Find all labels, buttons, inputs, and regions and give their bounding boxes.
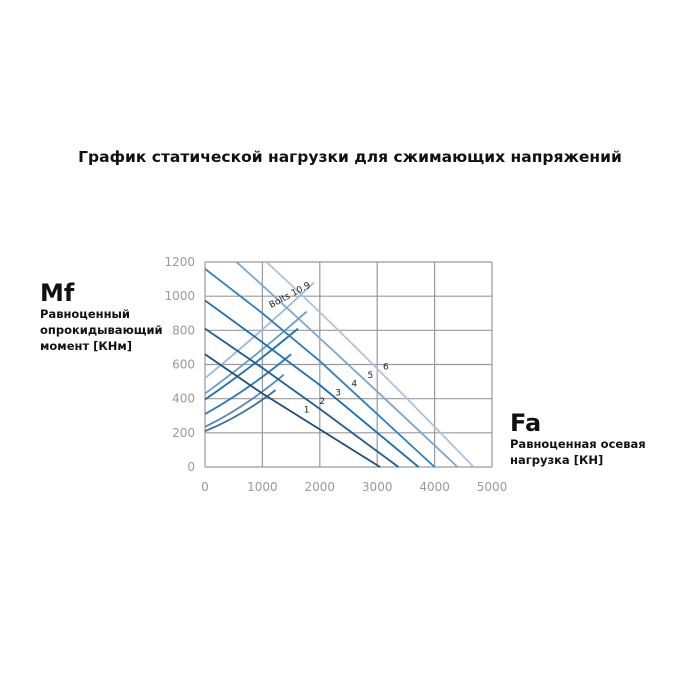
y-tick-label: 1200 [164,255,195,269]
y-axis-description: Равноценный опрокидывающий момент [КНм] [40,307,163,353]
series-line-4 [204,268,436,468]
series-line-2 [204,327,399,468]
y-tick-label: 400 [172,392,195,406]
bolt-curve [204,310,308,395]
bolt-curve [204,353,292,415]
y-axis-label: Mf Равноценный опрокидывающий момент [КН… [40,280,175,354]
series-label: 2 [319,397,325,407]
y-tick-label: 600 [172,358,195,372]
y-tick-label: 800 [172,323,195,337]
x-tick-label: 3000 [362,480,393,494]
x-tick-label: 1000 [247,480,278,494]
series-label: 6 [383,363,389,373]
series-label: 3 [335,388,341,398]
x-axis-description: Равноценная осевая нагрузка [КН] [510,437,646,467]
series-line-3 [204,299,420,468]
x-tick-label: 2000 [305,480,336,494]
bolt-curve [204,374,285,428]
series-label: 4 [351,380,357,390]
series-line-5 [235,261,459,468]
chart-title: График статической нагрузки для сжимающи… [78,148,622,166]
x-tick-label: 0 [201,480,209,494]
series-label: 1 [304,405,310,415]
series-line-1 [204,353,381,468]
x-axis-label: Fa Равноценная осевая нагрузка [КН] [510,410,670,468]
y-tick-label: 1000 [164,289,195,303]
x-tick-label: 5000 [477,480,508,494]
y-axis-symbol: Mf [40,279,75,307]
bolt-curve [204,327,299,401]
series-line-6 [265,261,475,468]
y-tick-label: 0 [187,460,195,474]
x-axis-symbol: Fa [510,409,542,437]
bolt-curve [204,389,277,432]
x-tick-label: 4000 [419,480,450,494]
y-tick-label: 200 [172,426,195,440]
series-label: 5 [367,371,373,381]
